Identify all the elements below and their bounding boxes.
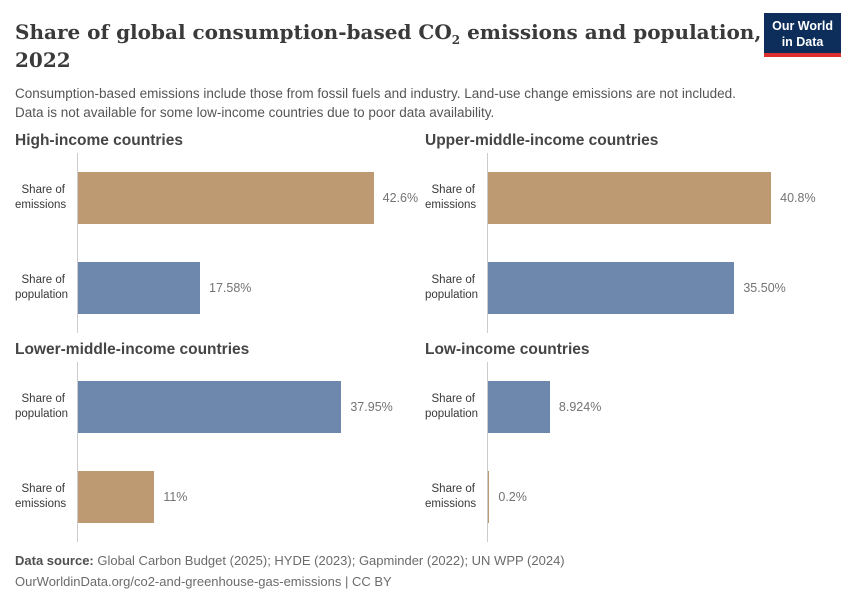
chart-subtitle: Consumption-based emissions include thos… (15, 84, 835, 123)
plot-cell: 42.6% (77, 153, 425, 244)
bar-population[interactable] (488, 262, 735, 315)
bar-value-label: 0.2% (498, 490, 527, 505)
bar-value-label: 8.924% (558, 400, 602, 415)
plot-cell: 0.2% (487, 452, 835, 543)
co2-subscript: 2 (451, 33, 461, 47)
bar-value-label: 11% (163, 490, 188, 505)
data-source-line: Data source: Global Carbon Budget (2025)… (15, 550, 835, 571)
panel-chart: Share of population 8.924% Share of emissi… (425, 362, 835, 543)
bar-value-label: 40.8% (780, 191, 816, 206)
plot-cell: 8.924% (487, 362, 835, 453)
chart-subtitle-line2: Data is not available for some low-incom… (15, 105, 495, 121)
axis-label-emissions: Share of emissions (425, 184, 477, 212)
data-source-list: Global Carbon Budget (2025); HYDE (2023)… (93, 553, 565, 569)
axis-label-emissions: Share of emissions (15, 483, 67, 511)
panel-1: High-income countries Share of emissions 4… (15, 132, 425, 334)
plot-cell: 40.8% (487, 153, 835, 244)
url-license-line: OurWorldinData.org/co2-and-greenhouse-ga… (15, 574, 392, 590)
bar-population[interactable] (78, 381, 342, 434)
axis-label-population: Share of population (425, 274, 479, 302)
axis-label-population: Share of population (425, 393, 479, 421)
owid-logo-line1: Our World (772, 19, 833, 33)
chart-subtitle-line1: Consumption-based emissions include thos… (15, 85, 736, 101)
bar-emissions[interactable] (78, 471, 155, 524)
bar-population[interactable] (78, 262, 200, 315)
plot-cell: 11% (77, 452, 425, 543)
chart-title: Share of global consumption-based CO2 em… (15, 18, 835, 75)
owid-logo-line2: in Data (781, 35, 824, 49)
bar-value-label: 37.95% (350, 400, 393, 415)
panel-title: Low-income countries (425, 341, 590, 359)
panels-grid: High-income countries Share of emissions 4… (15, 132, 835, 543)
panel-title: High-income countries (15, 132, 183, 150)
panel-title: Upper-middle-income countries (425, 132, 659, 150)
plot-cell: 35.50% (487, 243, 835, 334)
bar-value-label: 42.6% (382, 191, 419, 206)
bar-value-label: 17.58% (209, 281, 252, 296)
bar-population[interactable] (488, 381, 550, 434)
owid-logo: Our World in Data (764, 13, 841, 57)
bar-emissions[interactable] (488, 172, 772, 225)
plot-cell: 37.95% (77, 362, 425, 453)
panel-title: Lower-middle-income countries (15, 341, 250, 359)
plot-cell: 17.58% (77, 243, 425, 334)
panel-3: Lower-middle-income countries Share of po… (15, 341, 425, 543)
axis-label-emissions: Share of emissions (425, 483, 477, 511)
panel-chart: Share of population 37.95% Share of emissi… (15, 362, 425, 543)
bar-emissions[interactable] (78, 172, 374, 225)
data-source-label: Data source: (15, 553, 94, 569)
chart-footer: Data source: Global Carbon Budget (2025)… (15, 550, 835, 592)
chart-title-line2: 2022 (15, 48, 71, 73)
panel-4: Low-income countries Share of population 8… (425, 341, 835, 543)
axis-label-population: Share of population (15, 274, 69, 302)
panel-2: Upper-middle-income countries Share of em… (425, 132, 835, 334)
bar-value-label: 35.50% (743, 281, 786, 296)
panel-chart: Share of emissions 40.8% Share of populati… (425, 153, 835, 334)
bar-emissions[interactable] (488, 471, 490, 524)
panel-chart: Share of emissions 42.6% Share of populati… (15, 153, 425, 334)
chart-header: Our World in Data Share of global consum… (15, 13, 841, 123)
chart-title-line1: Share of global consumption-based CO2 em… (15, 20, 762, 47)
axis-label-population: Share of population (15, 393, 69, 421)
axis-label-emissions: Share of emissions (15, 184, 67, 212)
